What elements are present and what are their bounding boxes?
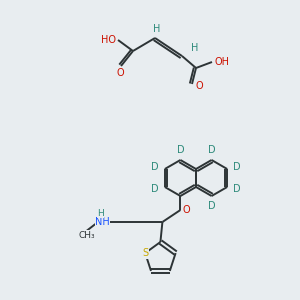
Text: D: D [151,184,159,194]
Text: NH: NH [95,217,110,227]
Text: D: D [233,184,241,194]
Text: CH₃: CH₃ [78,230,95,239]
Text: D: D [177,145,184,155]
Text: O: O [116,68,124,78]
Text: D: D [233,162,241,172]
Text: D: D [151,162,159,172]
Text: S: S [142,248,148,258]
Text: D: D [208,201,215,211]
Text: H: H [97,208,104,217]
Text: H: H [191,43,199,53]
Text: HO: HO [100,35,116,45]
Text: OH: OH [214,57,230,67]
Text: D: D [208,145,215,155]
Text: H: H [153,24,161,34]
Text: O: O [195,81,203,91]
Text: O: O [183,205,190,215]
